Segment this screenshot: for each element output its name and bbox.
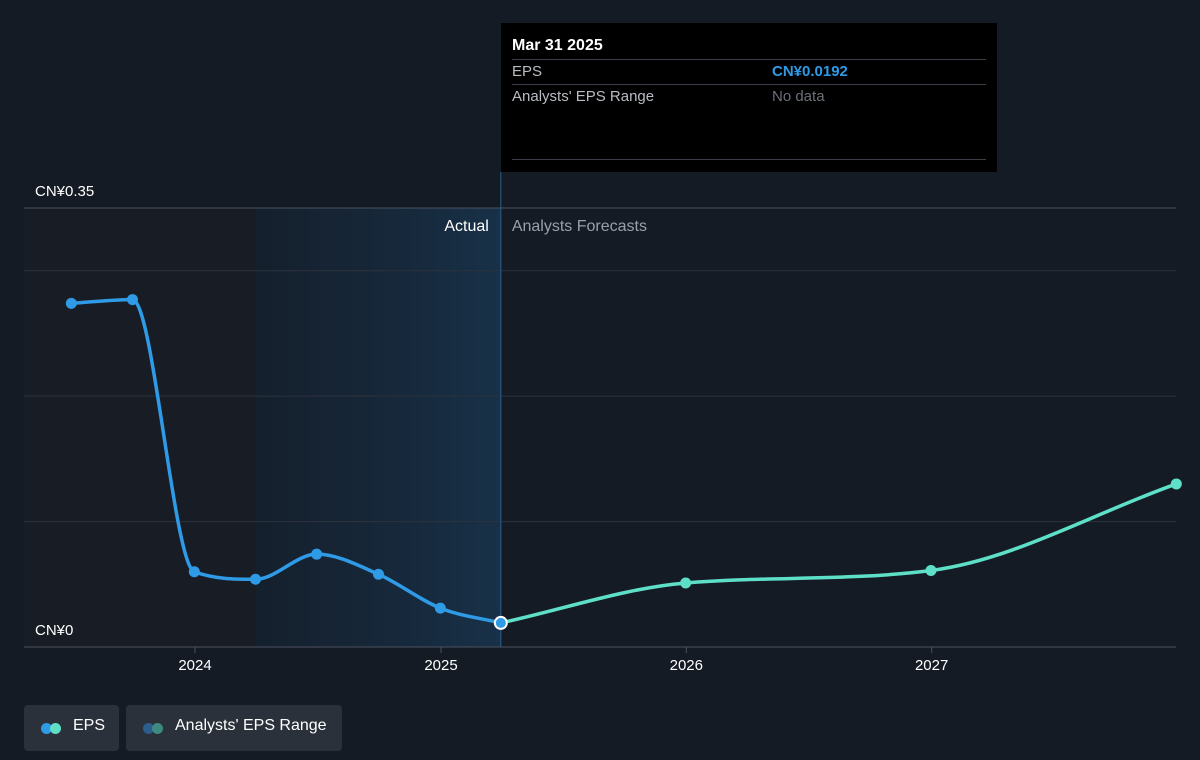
eps-point-actual xyxy=(126,294,138,306)
eps-point-actual xyxy=(249,573,261,585)
x-tick-label: 2025 xyxy=(424,657,457,674)
eps-point-actual xyxy=(434,602,446,614)
tooltip: Mar 31 2025 EPS CN¥0.0192 Analysts' EPS … xyxy=(501,23,997,172)
eps-point-actual xyxy=(311,548,323,560)
legend-range-label: Analysts' EPS Range xyxy=(175,717,327,734)
tooltip-date: Mar 31 2025 xyxy=(512,37,603,54)
eps-point-actual xyxy=(188,566,200,578)
forecast-region-label: Analysts Forecasts xyxy=(512,218,647,235)
x-tick-label: 2027 xyxy=(915,657,948,674)
tooltip-eps-row: EPS CN¥0.0192 xyxy=(512,59,986,85)
tooltip-range-value: No data xyxy=(772,88,825,105)
legend-range-dot-b xyxy=(152,723,163,734)
tooltip-range-label: Analysts' EPS Range xyxy=(512,88,655,105)
eps-point-actual xyxy=(65,297,77,309)
y-tick-label: CN¥0.35 xyxy=(35,183,94,200)
tooltip-divider xyxy=(512,159,986,160)
actual-region-shade xyxy=(255,208,501,647)
legend: EPS Analysts' EPS Range xyxy=(0,705,1200,751)
legend-eps-label: EPS xyxy=(73,717,106,734)
legend-eps-dot-b xyxy=(50,723,61,734)
tooltip-eps-label: EPS xyxy=(512,63,543,80)
eps-point-forecast xyxy=(680,577,692,589)
x-tick-label: 2026 xyxy=(670,657,703,674)
tooltip-eps-value: CN¥0.0192 xyxy=(772,63,848,80)
x-tick-label: 2024 xyxy=(178,657,211,674)
y-tick-label: CN¥0 xyxy=(35,622,73,639)
eps-point-actual xyxy=(372,568,384,580)
eps-point-forecast xyxy=(1170,478,1182,490)
eps-point-forecast xyxy=(925,564,937,576)
highlight-point xyxy=(493,615,508,630)
legend-range-dot-a xyxy=(143,723,154,734)
tooltip-range-row: Analysts' EPS Range No data xyxy=(512,84,986,110)
legend-eps-button[interactable]: EPS xyxy=(24,705,119,751)
legend-range-button[interactable]: Analysts' EPS Range xyxy=(126,705,342,751)
eps-line-forecast xyxy=(499,482,1179,625)
actual-region-label: Actual xyxy=(444,218,488,235)
legend-eps-dot-a xyxy=(41,723,52,734)
past-region-shade xyxy=(24,208,256,647)
